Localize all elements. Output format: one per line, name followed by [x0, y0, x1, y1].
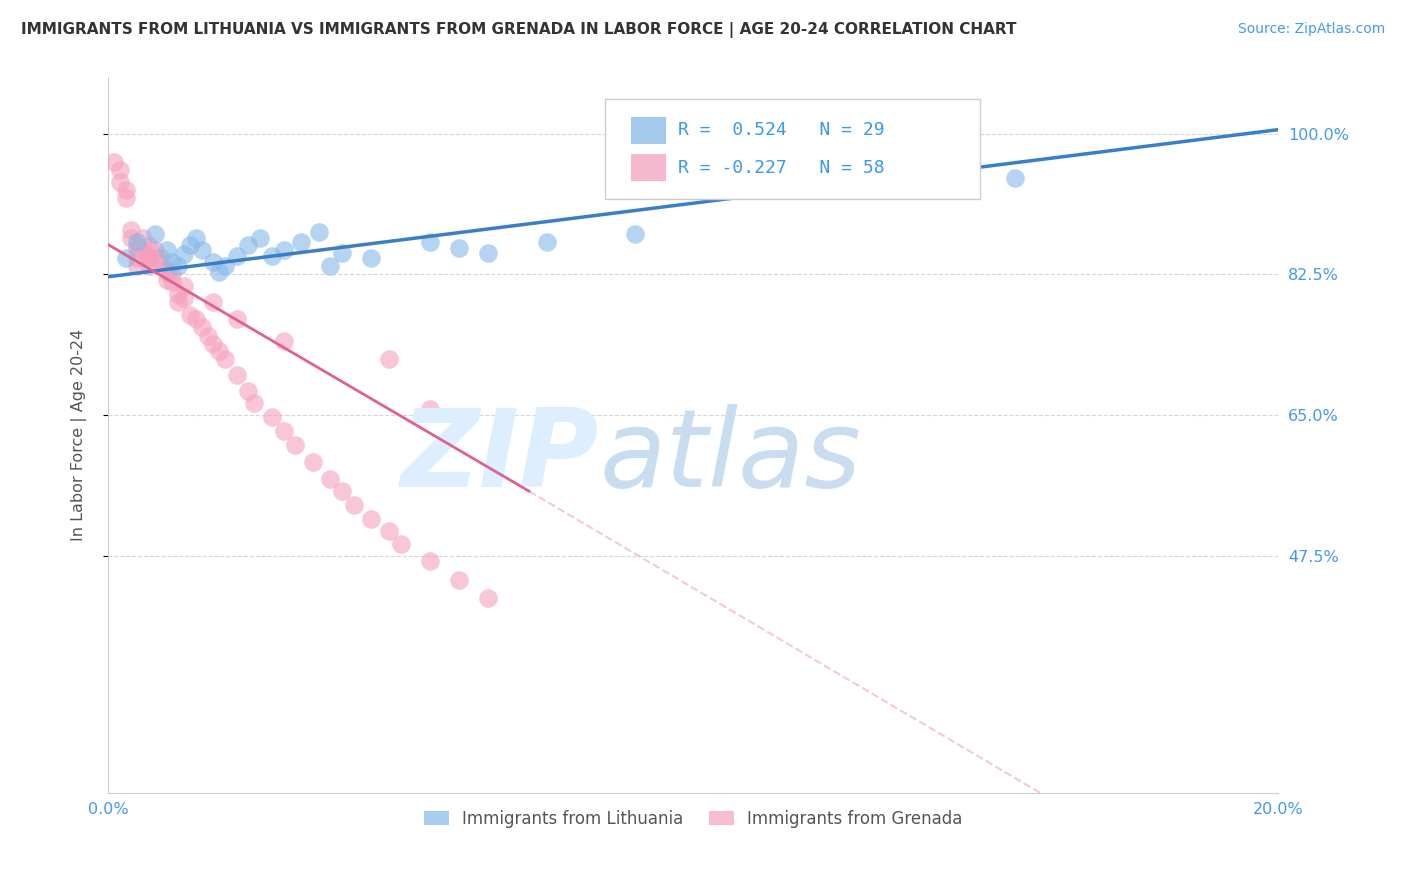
- Point: [260, 409, 283, 424]
- Point: [149, 260, 172, 274]
- Point: [138, 249, 160, 263]
- Point: [167, 295, 190, 310]
- Point: [143, 244, 166, 258]
- Point: [132, 244, 155, 258]
- Point: [155, 265, 177, 279]
- Point: [114, 183, 136, 197]
- Point: [284, 438, 307, 452]
- Text: IMMIGRANTS FROM LITHUANIA VS IMMIGRANTS FROM GRENADA IN LABOR FORCE | AGE 20-24 : IMMIGRANTS FROM LITHUANIA VS IMMIGRANTS …: [21, 22, 1017, 38]
- Point: [138, 260, 160, 274]
- Point: [184, 311, 207, 326]
- Point: [197, 329, 219, 343]
- Point: [162, 268, 184, 282]
- Point: [190, 319, 212, 334]
- Point: [121, 231, 143, 245]
- Point: [290, 235, 312, 250]
- Point: [330, 484, 353, 499]
- Point: [184, 231, 207, 245]
- Point: [162, 255, 184, 269]
- Point: [167, 287, 190, 301]
- Point: [127, 244, 149, 258]
- Point: [173, 247, 195, 261]
- Point: [319, 472, 342, 486]
- Point: [360, 252, 382, 266]
- Text: R =  0.524   N = 29: R = 0.524 N = 29: [678, 121, 884, 139]
- Point: [1004, 170, 1026, 185]
- Point: [114, 191, 136, 205]
- Point: [143, 252, 166, 266]
- Point: [273, 424, 295, 438]
- Point: [173, 292, 195, 306]
- Bar: [631, 117, 666, 144]
- Text: ZIP: ZIP: [401, 403, 599, 509]
- Point: [330, 245, 353, 260]
- Point: [103, 154, 125, 169]
- FancyBboxPatch shape: [606, 99, 980, 199]
- Point: [419, 235, 441, 250]
- Point: [477, 591, 499, 606]
- Point: [202, 255, 225, 269]
- Point: [238, 384, 260, 398]
- Point: [225, 368, 247, 382]
- Point: [127, 252, 149, 266]
- Legend: Immigrants from Lithuania, Immigrants from Grenada: Immigrants from Lithuania, Immigrants fr…: [418, 803, 969, 834]
- Point: [127, 260, 149, 274]
- Point: [179, 308, 201, 322]
- Point: [308, 225, 330, 239]
- Point: [419, 554, 441, 568]
- Point: [121, 223, 143, 237]
- Point: [249, 231, 271, 245]
- Point: [155, 244, 177, 258]
- Point: [214, 351, 236, 366]
- Point: [301, 454, 323, 468]
- Text: atlas: atlas: [599, 404, 862, 509]
- Point: [449, 573, 471, 587]
- Point: [238, 237, 260, 252]
- Text: R = -0.227   N = 58: R = -0.227 N = 58: [678, 159, 884, 177]
- Point: [132, 231, 155, 245]
- Point: [419, 401, 441, 416]
- Point: [127, 239, 149, 253]
- Point: [173, 279, 195, 293]
- Point: [536, 235, 558, 250]
- Point: [360, 512, 382, 526]
- Point: [225, 311, 247, 326]
- Point: [108, 175, 131, 189]
- Point: [127, 235, 149, 250]
- Point: [319, 260, 342, 274]
- Y-axis label: In Labor Force | Age 20-24: In Labor Force | Age 20-24: [72, 329, 87, 541]
- Point: [155, 263, 177, 277]
- Point: [143, 227, 166, 241]
- Point: [155, 273, 177, 287]
- Point: [202, 337, 225, 351]
- Point: [190, 244, 212, 258]
- Point: [214, 260, 236, 274]
- Bar: [631, 154, 666, 181]
- Point: [623, 227, 645, 241]
- Point: [243, 396, 266, 410]
- Point: [138, 252, 160, 266]
- Point: [208, 343, 231, 358]
- Point: [477, 245, 499, 260]
- Point: [449, 241, 471, 255]
- Point: [273, 334, 295, 348]
- Point: [273, 244, 295, 258]
- Point: [202, 295, 225, 310]
- Point: [108, 162, 131, 177]
- Point: [343, 498, 366, 512]
- Point: [167, 260, 190, 274]
- Point: [378, 524, 401, 539]
- Point: [114, 252, 136, 266]
- Point: [179, 237, 201, 252]
- Point: [225, 249, 247, 263]
- Point: [149, 252, 172, 266]
- Point: [162, 276, 184, 290]
- Point: [378, 351, 401, 366]
- Point: [138, 239, 160, 253]
- Point: [260, 249, 283, 263]
- Text: Source: ZipAtlas.com: Source: ZipAtlas.com: [1237, 22, 1385, 37]
- Point: [389, 536, 412, 550]
- Point: [208, 265, 231, 279]
